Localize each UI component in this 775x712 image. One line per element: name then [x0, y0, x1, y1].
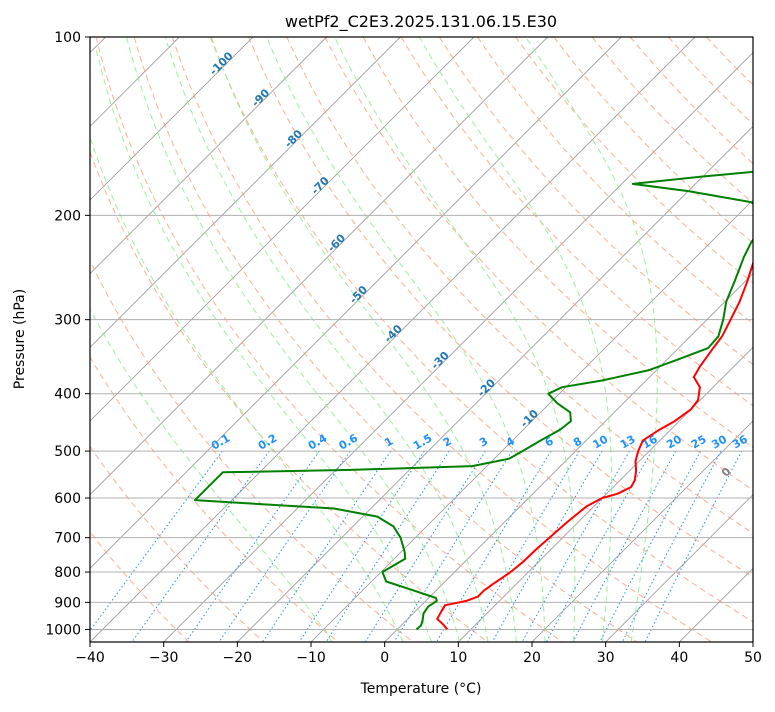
y-tick-label: 200	[54, 208, 81, 224]
moist-adiabat	[165, 37, 488, 642]
pressure-gridlines	[90, 37, 753, 629]
isotherm-line	[311, 37, 775, 642]
mixing-ratio-label: 36	[730, 432, 750, 451]
dry-adiabat	[554, 37, 775, 642]
dewpoint-line	[195, 37, 775, 629]
isotherm-label: -30	[429, 349, 452, 372]
mixing-ratio-line	[299, 451, 424, 642]
isotherm-label: -50	[347, 283, 370, 306]
y-tick-label: 400	[54, 387, 81, 403]
y-tick-label: 300	[54, 313, 81, 329]
x-axis-label: Temperature (°C)	[360, 681, 482, 697]
mixing-ratio-label: 10	[591, 432, 611, 451]
isotherm-line	[0, 37, 327, 642]
x-tick-label: 40	[670, 650, 688, 666]
mixing-ratio-line	[326, 451, 449, 642]
y-tick-label: 100	[54, 30, 81, 46]
isotherm-line	[237, 37, 775, 642]
y-tick-label: 800	[54, 565, 81, 581]
isotherm-line	[532, 37, 775, 642]
moist-adiabat	[419, 37, 612, 642]
dry-adiabat	[96, 37, 562, 642]
mixing-ratio-label: 25	[689, 433, 709, 452]
isotherm-label: -80	[282, 127, 305, 150]
mixing-ratio-label: 0.4	[306, 431, 330, 452]
y-tick-label: 500	[54, 444, 81, 460]
dry-adiabat	[668, 37, 775, 642]
mixing-ratio-line	[436, 451, 551, 642]
mixing-ratio-line	[600, 451, 701, 642]
isotherm-label: -70	[309, 174, 332, 197]
mixing-ratio-line	[263, 451, 391, 642]
mixing-ratio-label: 3	[477, 435, 490, 450]
dry-adiabat	[20, 37, 413, 642]
isotherm-line	[0, 37, 474, 642]
mixing-ratio-label: 1	[382, 435, 395, 450]
x-tick-label: 30	[597, 650, 615, 666]
isotherm-label: -40	[382, 322, 405, 345]
x-axis-ticks: −40 −30 −20 −10 0 10 20 30 40 50	[75, 642, 762, 666]
isotherm-line	[0, 37, 400, 642]
isotherm-line	[16, 37, 621, 642]
isotherm-line	[753, 37, 775, 642]
isotherm-line	[0, 37, 548, 642]
mixing-ratio-label: 8	[571, 435, 584, 450]
x-tick-label: 20	[523, 650, 541, 666]
isotherm-line	[164, 37, 769, 642]
isotherm-line	[0, 37, 253, 642]
profile-lines	[195, 37, 775, 629]
moist-adiabat	[211, 37, 516, 642]
y-tick-label: 1000	[45, 622, 81, 638]
dry-adiabat	[592, 37, 775, 642]
x-tick-label: 10	[449, 650, 467, 666]
chart-title: wetPf2_C2E3.2025.131.06.15.E30	[285, 12, 557, 32]
moist-adiabat	[72, 73, 403, 642]
isotherm-line	[458, 37, 775, 642]
mixing-ratio-label: 20	[664, 432, 684, 451]
y-axis-ticks: 1000 900 800 700 600 500 400 300 200 100	[45, 30, 90, 638]
x-tick-label: 50	[744, 650, 762, 666]
x-tick-label: −40	[75, 650, 105, 666]
dry-adiabat	[0, 37, 189, 642]
zero-isotherm-label: 0	[719, 465, 734, 480]
dry-adiabat	[478, 37, 775, 642]
moist-adiabat	[96, 50, 431, 642]
mixing-ratio-label: 30	[709, 432, 729, 451]
warm-isotherm-label: 10	[758, 494, 775, 514]
x-tick-label: −30	[149, 650, 179, 666]
x-tick-label: −20	[223, 650, 253, 666]
dry-adiabat	[0, 37, 264, 642]
dry-adiabat	[0, 37, 338, 642]
y-tick-label: 600	[54, 491, 81, 507]
isotherm-label: -100	[207, 49, 236, 78]
y-tick-label: 900	[54, 595, 81, 611]
y-axis-label: Pressure (hPa)	[12, 289, 28, 389]
isotherm-label: -60	[325, 231, 348, 254]
x-tick-label: 0	[380, 650, 389, 666]
isotherm-line	[679, 37, 775, 642]
mixing-ratio-label: 1.5	[411, 432, 434, 453]
dry-adiabat	[58, 37, 488, 642]
x-tick-label: −10	[296, 650, 326, 666]
mixing-ratio-line	[132, 451, 269, 642]
y-tick-label: 700	[54, 531, 81, 547]
isotherm-label: -90	[249, 86, 272, 109]
dry-adiabat	[172, 37, 711, 642]
mixing-ratio-line	[573, 451, 676, 642]
isotherm-label: -10	[518, 407, 541, 430]
